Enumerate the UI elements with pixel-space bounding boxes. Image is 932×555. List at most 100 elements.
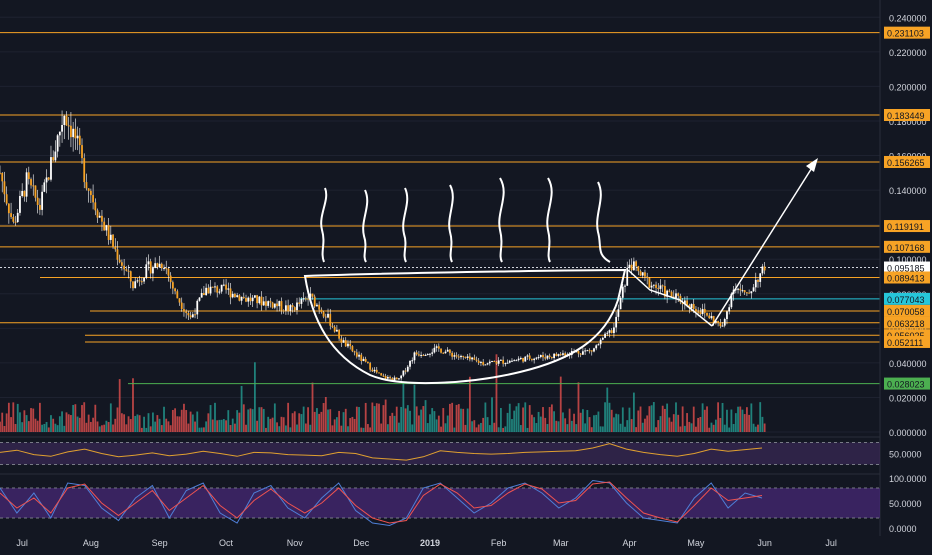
volume-bar (123, 414, 126, 432)
volume-bar (391, 412, 394, 432)
volume-bar (338, 410, 341, 432)
time-tick-label: Oct (219, 538, 234, 548)
candle-body (699, 311, 702, 315)
candle-body (480, 361, 482, 363)
stoch-tick-label: 0.0000 (889, 524, 917, 534)
volume-bar (140, 427, 143, 432)
candle-body (750, 291, 753, 294)
volume-bar (358, 407, 360, 432)
candle-body (442, 352, 445, 354)
candle-body (187, 312, 190, 316)
volume-bar (657, 420, 660, 432)
candle-body (597, 344, 600, 346)
volume-bar (595, 414, 598, 432)
volume-bar (672, 414, 675, 432)
volume-bar (480, 422, 482, 432)
candle-body (169, 275, 172, 283)
candle-body (304, 298, 307, 300)
candle-body (375, 369, 378, 373)
volume-bar (697, 417, 700, 432)
volume-bar (61, 411, 63, 432)
volume-bar (114, 418, 117, 432)
candle-body (599, 339, 602, 345)
volume-bar (136, 414, 139, 432)
candle-body (327, 313, 329, 318)
candle-body (183, 309, 185, 312)
candle-body (378, 372, 380, 374)
volume-bar (668, 417, 671, 432)
candle-body (546, 355, 549, 359)
candle-body (160, 263, 163, 269)
level-label-box (884, 155, 930, 168)
candle-body (293, 307, 296, 311)
candle-body (214, 286, 216, 288)
volume-bar (76, 416, 79, 432)
candle-body (630, 264, 633, 271)
volume-bar (340, 425, 343, 432)
candle-body (342, 340, 345, 343)
candle-body (386, 376, 389, 379)
volume-bar (87, 414, 90, 432)
volume-bar (644, 418, 646, 432)
candle-body (167, 268, 170, 276)
volume-bar (324, 396, 327, 432)
volume-bar (692, 406, 695, 432)
volume-bar (196, 411, 199, 432)
candle-body (746, 292, 748, 294)
candle-body (176, 291, 179, 299)
volume-bar (661, 405, 664, 432)
candle-body (307, 298, 309, 300)
stoch-d-line (0, 481, 763, 524)
volume-bar (344, 408, 347, 432)
candle-body (116, 249, 119, 260)
volume-bar (706, 406, 708, 432)
volume-bar (364, 402, 367, 432)
volume-bar (708, 427, 711, 432)
volume-bar (300, 414, 303, 432)
time-tick-label: Mar (553, 538, 569, 548)
volume-bar (198, 427, 201, 432)
volume-bar (420, 409, 423, 432)
candle-body (256, 295, 258, 304)
candle-body (468, 356, 471, 360)
candle-body (637, 266, 640, 272)
volume-bar (85, 422, 88, 432)
candle-body (464, 356, 467, 358)
candle-body (178, 298, 181, 303)
volume-bar (617, 414, 620, 432)
candle-body (340, 338, 343, 343)
candle-body (519, 357, 522, 359)
stoch-panel: 100.0000 50.0000 0.0000 (0, 473, 927, 534)
volume-bar (45, 422, 48, 432)
volume-bar (446, 415, 449, 432)
volume-bar (404, 408, 407, 432)
volume-bar (327, 409, 329, 432)
candle-body (92, 195, 94, 203)
volume-bar (562, 412, 564, 432)
volume-bar (203, 427, 205, 432)
candle-body (462, 355, 465, 357)
volume-bar (109, 403, 112, 432)
level-label-box (884, 271, 930, 284)
time-tick-label: Aug (83, 538, 99, 548)
candle-body (466, 356, 469, 358)
candle-body (353, 351, 356, 353)
candle-body (701, 308, 704, 315)
candle-body (504, 363, 507, 365)
candle-body (47, 177, 50, 180)
candle-body (714, 321, 717, 323)
candle-body (360, 354, 363, 361)
candle-body (331, 325, 334, 327)
candle-body (593, 348, 595, 352)
candle-body (723, 319, 726, 326)
candle-body (273, 303, 276, 308)
volume-bar (513, 410, 516, 432)
volume-bar (247, 409, 250, 432)
volume-bar (127, 416, 130, 432)
volume-bar (555, 420, 558, 432)
candle-body (502, 359, 505, 364)
volume-bar (497, 427, 500, 432)
volume-bar (258, 407, 261, 432)
candle-body (426, 353, 429, 355)
candle-body (517, 358, 520, 361)
